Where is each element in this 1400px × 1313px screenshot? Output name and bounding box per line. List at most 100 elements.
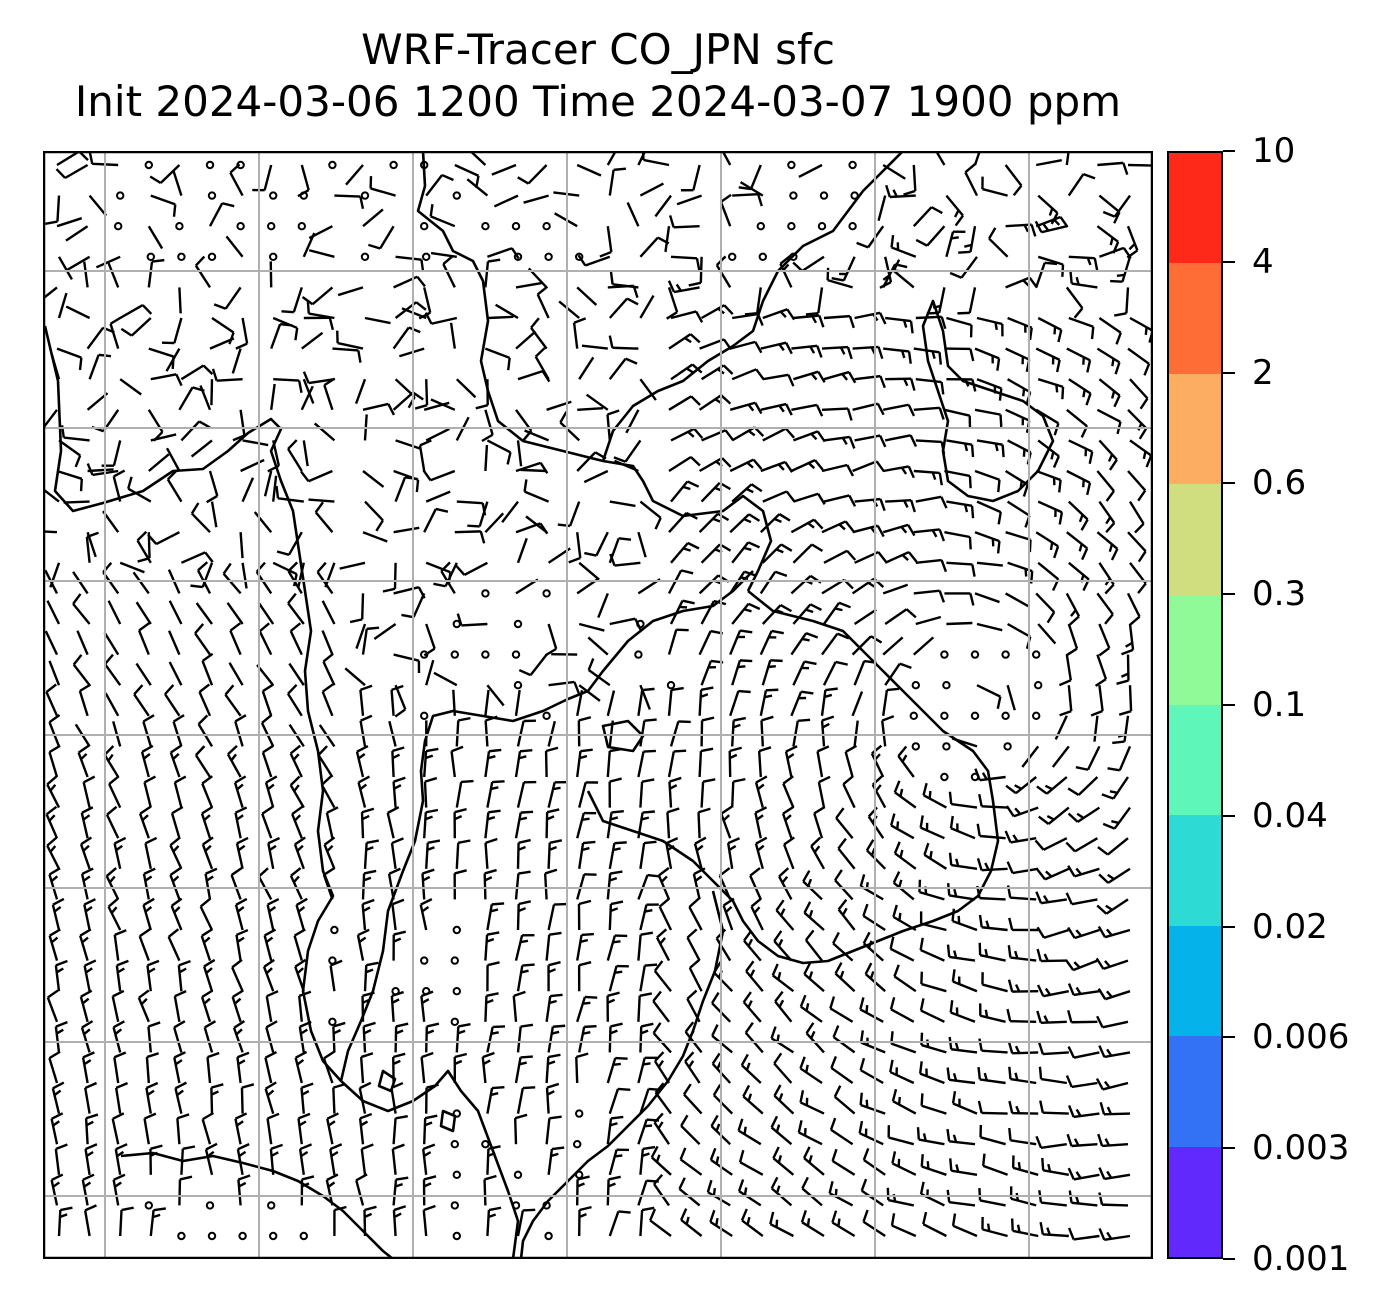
wind-barb-flag: [425, 747, 439, 753]
wind-barb-shaft: [267, 843, 275, 870]
wind-barb-shaft: [423, 781, 428, 808]
wind-barb-shaft: [762, 427, 787, 442]
wind-barb-flag: [867, 581, 876, 588]
wind-barb-flag: [757, 783, 765, 791]
wind-barb-shaft: [698, 574, 720, 595]
calm-wind-marker: [544, 252, 553, 262]
wind-barb-flag: [715, 1217, 719, 1226]
wind-barb-flag: [421, 998, 430, 1004]
wind-barb-shaft: [362, 208, 384, 228]
wind-barb-shaft: [198, 691, 212, 717]
wind-barb-flag: [642, 1062, 651, 1066]
wind-barb-shaft: [913, 589, 940, 595]
wind-barb-shaft: [798, 163, 823, 178]
wind-barb-shaft: [1077, 776, 1099, 796]
wind-barb-flag: [782, 263, 790, 271]
wind-barb-flag: [957, 311, 970, 315]
wind-barb-flag: [984, 948, 989, 957]
wind-barb-shaft: [803, 911, 825, 931]
wind-barb-flag: [267, 836, 281, 845]
wind-barb-shaft: [484, 812, 490, 839]
calm-wind-marker: [328, 160, 337, 170]
wind-barb-shaft: [433, 671, 458, 687]
wind-barb-shaft: [1051, 745, 1070, 768]
wind-barb-flag: [1036, 868, 1046, 881]
wind-barb-flag: [640, 1029, 649, 1035]
wind-barb-shaft: [803, 973, 825, 993]
wind-barb-flag: [198, 420, 211, 429]
wind-barb-flag: [784, 814, 792, 822]
wind-barb-shaft: [738, 1190, 762, 1207]
wind-barb-shaft: [419, 904, 428, 931]
wind-barb-flag: [360, 684, 373, 692]
wind-barb-shaft: [495, 303, 519, 320]
wind-barb-flag: [729, 746, 742, 753]
wind-barb-flag: [946, 944, 951, 958]
wind-barb-flag: [423, 1182, 432, 1188]
wind-barb-shaft: [731, 603, 750, 625]
wind-barb-flag: [1110, 390, 1116, 399]
wind-barb-shaft: [583, 469, 609, 484]
wind-barb-shaft: [201, 660, 214, 686]
calm-wind-marker: [758, 252, 767, 262]
wind-barb-shaft: [359, 689, 365, 716]
wind-barb-shaft: [680, 1125, 701, 1146]
wind-barb-shaft: [801, 1221, 825, 1238]
wind-barb-shaft: [950, 827, 976, 840]
wind-barb-flag: [1076, 812, 1085, 820]
map-title: WRF-Tracer CO_JPN sfc Init 2024-03-06 12…: [0, 24, 1196, 128]
wind-barb-shaft: [148, 453, 170, 472]
wind-barb-flag: [889, 1059, 894, 1073]
wind-barb-flag: [140, 997, 148, 1006]
wind-barb-flag: [654, 517, 662, 530]
wind-barb-flag: [302, 371, 310, 384]
wind-barb-flag: [737, 665, 746, 669]
wind-barb-flag: [518, 907, 527, 913]
wind-barb-shaft: [529, 653, 548, 676]
wind-barb-shaft: [1098, 685, 1104, 712]
colorbar-tick: [1223, 593, 1235, 596]
wind-barb-shaft: [165, 348, 181, 372]
wind-barb-flag: [1073, 307, 1084, 319]
wind-barb-shaft: [430, 215, 456, 228]
wind-barb-shaft: [1105, 898, 1129, 915]
wind-barb-flag: [836, 632, 850, 640]
wind-barb-flag: [454, 1052, 468, 1059]
wind-barb-flag: [806, 1218, 811, 1227]
wind-barb-shaft: [423, 401, 450, 411]
wind-barb-flag: [770, 1176, 779, 1189]
wind-barb-shaft: [143, 782, 152, 808]
wind-barb-shaft: [112, 1026, 122, 1053]
calm-wind-marker: [450, 1140, 459, 1149]
wind-barb-shaft: [308, 378, 335, 385]
wind-barb-shaft: [296, 562, 305, 589]
wind-barb-flag: [81, 867, 94, 876]
colorbar-segment: [1169, 262, 1221, 374]
wind-barb-shaft: [72, 603, 91, 625]
wind-barb-shaft: [57, 256, 73, 280]
wind-barb-flag: [808, 1154, 813, 1163]
wind-barb-flag: [143, 775, 157, 784]
calm-wind-marker: [452, 619, 461, 629]
calm-wind-marker: [360, 191, 370, 200]
wind-barb-flag: [322, 652, 334, 663]
wind-barb-flag: [910, 499, 916, 513]
wind-barb-flag: [642, 687, 655, 692]
calm-wind-marker: [116, 191, 125, 200]
wind-barb-shaft: [142, 873, 150, 900]
wind-barb-flag: [1086, 482, 1092, 496]
wind-barb-flag: [742, 991, 752, 1003]
wind-barb-shaft: [176, 1118, 181, 1145]
wind-barb-flag: [837, 1218, 841, 1227]
wind-barb-flag: [52, 1081, 65, 1090]
wind-barb-flag: [433, 582, 446, 588]
wind-barb-flag: [576, 1182, 585, 1188]
wind-barb-shaft: [300, 385, 314, 411]
wind-barb-flag: [771, 963, 779, 976]
calm-wind-marker: [970, 711, 980, 720]
wind-barb-shaft: [949, 955, 976, 962]
wind-barb-flag: [778, 867, 790, 878]
wind-barb-flag: [424, 815, 433, 821]
wind-barb-flag: [454, 869, 467, 875]
wind-barb-flag: [77, 744, 90, 754]
